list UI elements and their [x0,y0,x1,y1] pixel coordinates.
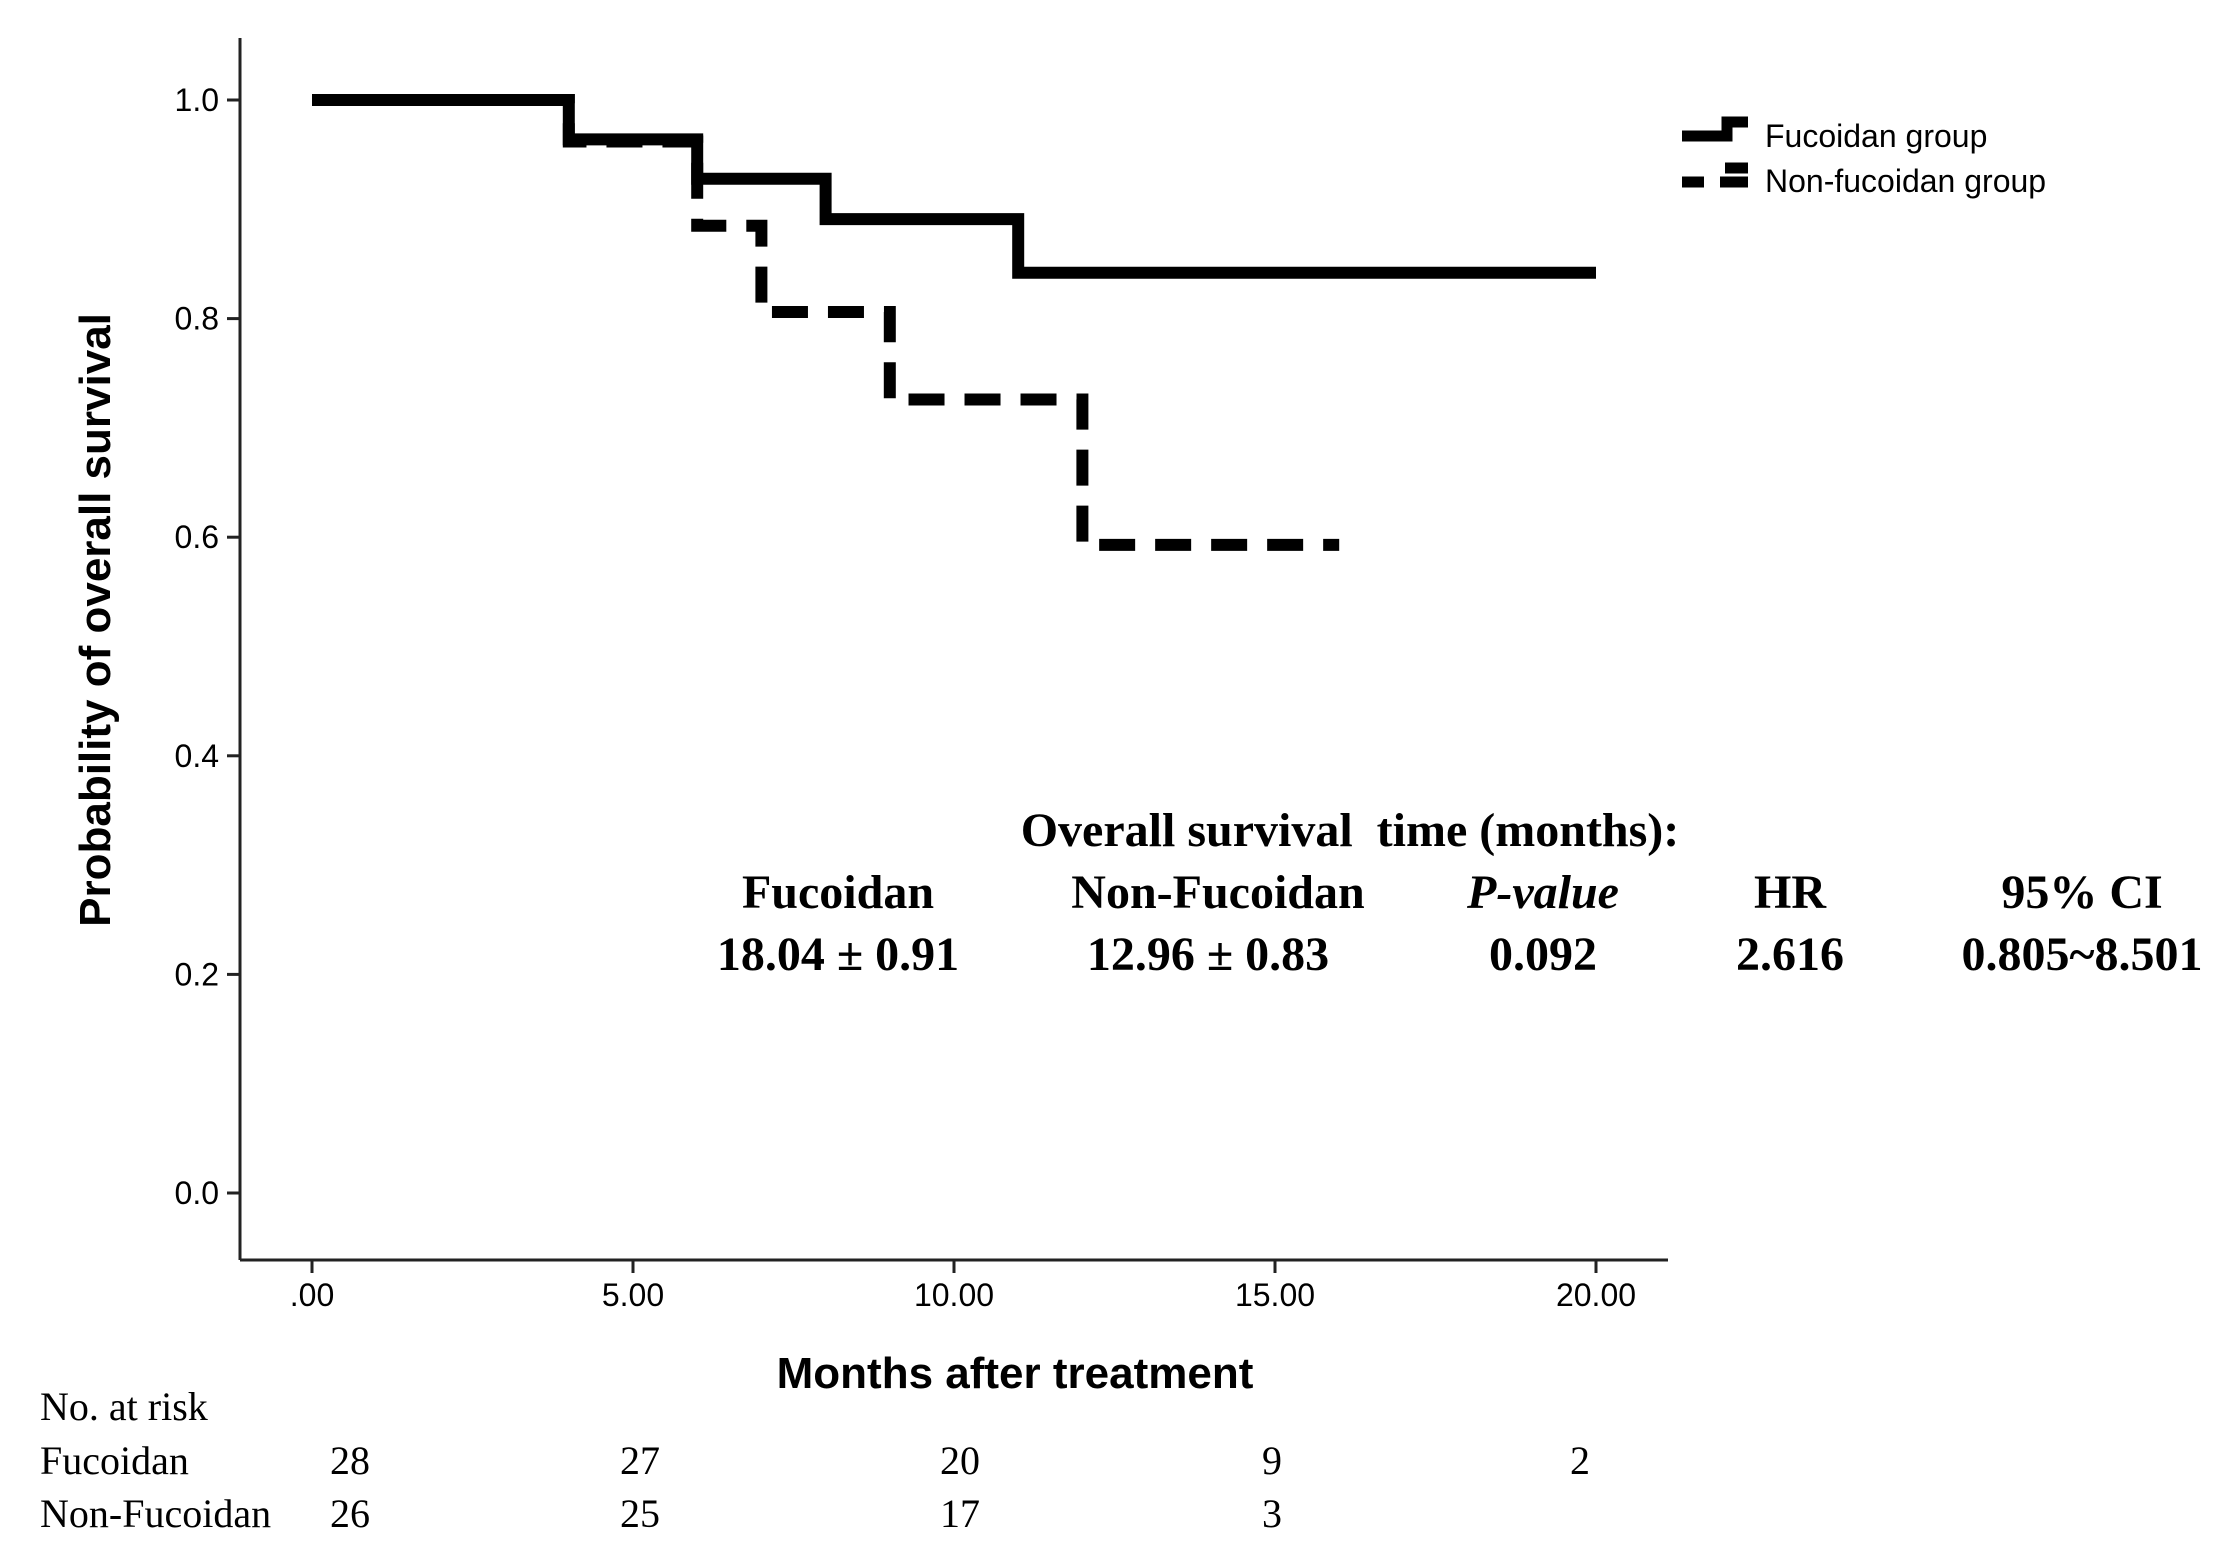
non-fucoidan-group-curve [312,94,1340,551]
summary-header-hr: HR [1754,866,1827,919]
risk-count: 3 [1262,1491,1282,1536]
legend: Fucoidan group Non-fucoidan group [1682,116,2046,199]
x-tick-label: 15.00 [1235,1277,1315,1313]
risk-count: 17 [940,1491,980,1536]
summary-header-fucoidan: Fucoidan [742,866,934,919]
risk-count: 20 [940,1438,980,1483]
legend-label-fucoidan: Fucoidan group [1765,118,1987,154]
x-axis-label: Months after treatment [777,1349,1254,1398]
risk-table-title: No. at risk [40,1384,208,1429]
summary-header-non-fucoidan: Non-Fucoidan [1071,866,1364,919]
y-tick-label: 0.6 [175,519,219,555]
risk-count: 27 [620,1438,660,1483]
summary-value-non-fucoidan: 12.96 ± 0.83 [1087,928,1329,981]
legend-swatch-non-fucoidan [1682,162,1748,188]
summary-value-fucoidan: 18.04 ± 0.91 [717,928,959,981]
legend-swatch-fucoidan [1682,116,1748,142]
y-tick-label: 0.8 [175,301,219,337]
summary-value-hr: 2.616 [1736,928,1844,981]
y-tick-label: 1.0 [175,82,219,118]
risk-row-label-non-fucoidan: Non-Fucoidan [40,1491,271,1536]
risk-counts: 28 27 20 9 2 26 25 17 3 [330,1438,1590,1536]
fucoidan-group-curve [312,94,1596,279]
x-tick-label: 5.00 [602,1277,664,1313]
risk-count: 25 [620,1491,660,1536]
risk-count: 2 [1570,1438,1590,1483]
risk-table: No. at risk Fucoidan Non-Fucoidan 28 27 20… [40,1384,1590,1536]
summary-header-ci: 95% CI [2001,866,2162,919]
y-tick-label: 0.4 [175,738,219,774]
summary-title: Overall survival time (months): [1021,804,1680,857]
summary-value-p-value: 0.092 [1489,928,1597,981]
summary-table: Overall survival time (months): Fucoidan… [717,804,2203,981]
x-tick-label: .00 [290,1277,334,1313]
legend-label-non-fucoidan: Non-fucoidan group [1765,163,2046,199]
summary-header-p-value: P-value [1466,866,1619,919]
risk-row-label-fucoidan: Fucoidan [40,1438,189,1483]
summary-value-ci: 0.805~8.501 [1962,928,2203,981]
x-tick-label: 20.00 [1556,1277,1636,1313]
y-tick-label: 0.2 [175,956,219,992]
x-tick-label: 10.00 [914,1277,994,1313]
x-ticks: .00 5.00 10.00 15.00 20.00 [290,1260,1636,1313]
risk-count: 9 [1262,1438,1282,1483]
y-ticks: 0.0 0.2 0.4 0.6 0.8 1.0 [175,82,240,1211]
risk-count: 28 [330,1438,370,1483]
y-axis-label: Probability of overall survival [71,313,120,927]
risk-count: 26 [330,1491,370,1536]
y-tick-label: 0.0 [175,1175,219,1211]
